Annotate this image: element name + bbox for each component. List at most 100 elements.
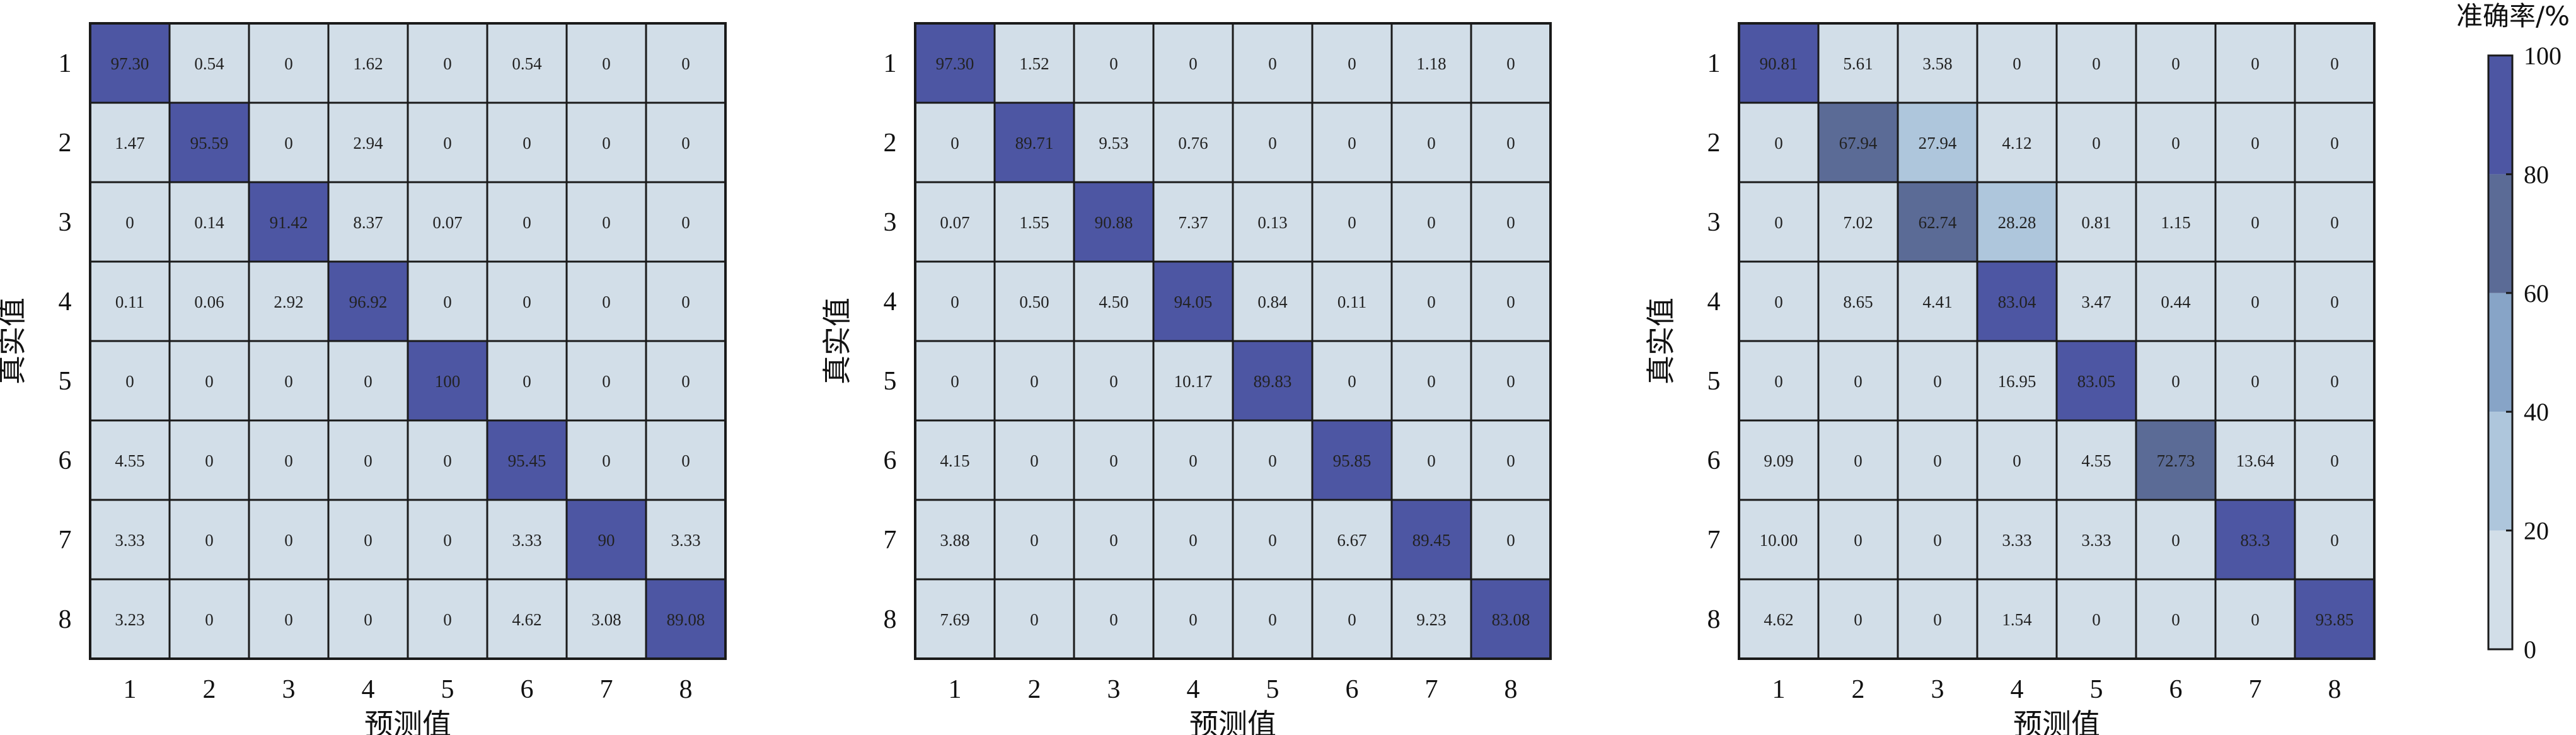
cell-value-label: 0 [2251,610,2260,629]
cell-value-label: 3.33 [512,531,541,550]
matrix-cell: 0 [248,419,330,501]
matrix-cell: 0 [407,101,488,183]
x-axis-label: 预测值 [1189,707,1276,735]
matrix-cell: 1.55 [993,181,1075,263]
matrix-cell: 0.76 [1152,101,1234,183]
cell-value-label: 0 [1268,451,1277,470]
y-tick-label: 1 [1707,49,1721,78]
cell-value-label: 0 [1268,610,1277,629]
matrix-cell: 0 [1738,260,1820,342]
cell-fill [248,578,330,660]
cell-value-label: 0 [2330,213,2339,232]
cell-fill [1470,260,1552,342]
matrix-cell: 0.07 [407,181,488,263]
colorbar-tick-label: 80 [2524,160,2549,188]
cell-value-label: 95.59 [190,134,229,153]
cell-fill [2055,22,2137,104]
cell-value-label: 8.37 [353,213,383,232]
matrix-cell: 89.83 [1232,340,1314,422]
cell-fill [407,181,488,263]
cell-value-label: 83.04 [1998,292,2036,311]
cell-value-label: 5.61 [1843,54,1873,73]
cell-value-label: 62.74 [1919,213,1957,232]
cell-value-label: 0 [950,292,959,311]
matrix-cell: 0 [645,419,727,501]
cell-value-label: 0 [364,451,373,470]
cell-value-label: 0 [1189,54,1198,73]
cell-fill [1817,101,1899,183]
matrix-cell: 0 [1232,578,1314,660]
matrix-cell: 0 [1976,22,2058,104]
matrix-cell: 0 [914,260,996,342]
cell-value-label: 89.08 [667,610,705,629]
cell-fill [993,101,1075,183]
y-tick-label: 7 [884,526,897,555]
cell-value-label: 6.67 [1337,531,1366,550]
cell-fill [2214,340,2296,422]
cell-value-label: 1.18 [1416,54,1446,73]
cell-value-label: 2.94 [353,134,383,153]
cell-value-label: 0 [1348,372,1356,391]
cell-fill [1073,260,1155,342]
cell-fill [407,419,488,501]
cell-value-label: 0 [443,292,452,311]
cell-fill [1152,340,1234,422]
cell-value-label: 0 [1348,213,1356,232]
matrix-cell: 0 [2294,419,2376,501]
cell-value-label: 0.07 [940,213,969,232]
cell-value-label: 0 [364,610,373,629]
cell-value-label: 0 [1268,134,1277,153]
cell-value-label: 0 [364,372,373,391]
matrix-cell: 8.65 [1817,260,1899,342]
matrix-cell: 0 [645,22,727,104]
cell-fill [248,499,330,581]
cell-value-label: 0 [205,531,214,550]
y-tick-label: 4 [884,287,897,316]
cell-value-label: 72.73 [2157,451,2195,470]
y-tick-label: 3 [1707,208,1721,237]
cell-fill [1897,499,1978,581]
matrix-cell: 3.33 [486,499,568,581]
cell-fill [2294,22,2376,104]
matrix-cell: 6.67 [1311,499,1393,581]
cell-value-label: 0.76 [1178,134,1208,153]
cell-value-label: 97.30 [936,54,974,73]
cell-value-label: 0 [2092,134,2101,153]
matrix-cell: 7.69 [914,578,996,660]
cell-value-label: 27.94 [1919,134,1957,153]
y-tick-label: 4 [59,287,72,316]
colorbar-tick-label: 0 [2524,635,2536,664]
matrix-cell: 0 [2294,340,2376,422]
matrix-cell: 0 [407,578,488,660]
cell-value-label: 0 [1109,54,1118,73]
cell-fill [1311,499,1393,581]
cell-value-label: 0 [1933,610,1942,629]
matrix-cell: 0 [168,419,250,501]
matrix-cell: 3.33 [1976,499,2058,581]
cell-value-label: 0 [1506,292,1515,311]
matrix-cell: 4.62 [1738,578,1820,660]
matrix-cell: 9.53 [1073,101,1155,183]
cell-value-label: 0 [125,372,134,391]
matrix-cell: 0 [2294,101,2376,183]
cell-value-label: 3.58 [1922,54,1952,73]
cell-value-label: 89.83 [1254,372,1292,391]
cell-value-label: 0.54 [194,54,224,73]
cell-fill [1976,101,2058,183]
cell-fill [1470,499,1552,581]
matrix-cell: 4.41 [1897,260,1978,342]
matrix-cell: 97.30 [914,22,996,104]
cell-value-label: 0.06 [194,292,224,311]
cell-fill [565,499,647,581]
cell-value-label: 0 [602,213,611,232]
matrix-cell: 7.02 [1817,181,1899,263]
matrix-cell: 83.05 [2055,340,2137,422]
cell-value-label: 0 [681,372,690,391]
matrix-cell: 0 [248,499,330,581]
matrix-cell: 13.64 [2214,419,2296,501]
cell-value-label: 67.94 [1839,134,1878,153]
matrix-cell: 0 [1073,499,1155,581]
cell-value-label: 0.07 [432,213,462,232]
cell-value-label: 0 [1030,531,1039,550]
cell-value-label: 1.52 [1019,54,1049,73]
